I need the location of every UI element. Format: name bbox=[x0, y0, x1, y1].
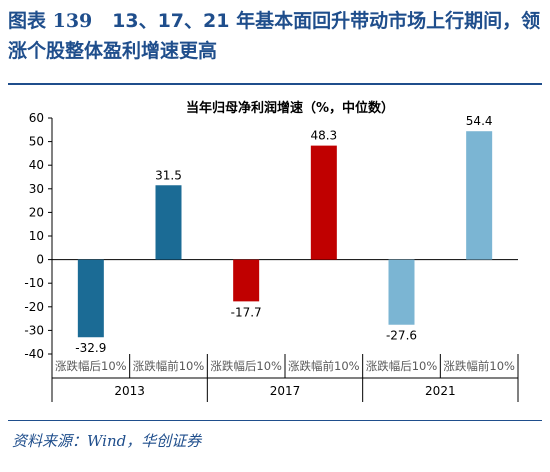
data-label: -32.9 bbox=[75, 341, 106, 355]
data-label: 31.5 bbox=[155, 168, 182, 182]
source-note: 资料来源：Wind，华创证券 bbox=[12, 432, 202, 450]
data-label: 54.4 bbox=[466, 114, 493, 128]
bar bbox=[310, 145, 337, 260]
y-tick-label: 60 bbox=[29, 111, 44, 125]
bottom-rule bbox=[8, 420, 542, 421]
y-tick-label: 20 bbox=[29, 205, 44, 219]
category-label: 涨跌幅后10% bbox=[55, 359, 127, 373]
bar bbox=[155, 185, 182, 260]
group-label: 2021 bbox=[425, 384, 456, 398]
bar bbox=[388, 259, 415, 325]
y-tick-label: -30 bbox=[24, 323, 44, 337]
bar bbox=[77, 259, 104, 338]
figure-title: 图表 139 13、17、21 年基本面回升带动市场上行期间，领涨个股整体盈利增… bbox=[8, 6, 544, 66]
figure-title-text: 13、17、21 年基本面回升带动市场上行期间，领涨个股整体盈利增速更高 bbox=[8, 10, 541, 62]
y-axis: -40 -30 -20 -10 0 10 20 30 40 50 60 bbox=[24, 111, 518, 361]
category-label: 涨跌幅前10% bbox=[288, 359, 360, 373]
group-label: 2013 bbox=[114, 384, 145, 398]
bars: -32.9 31.5 -17.7 48.3 -27.6 54.4 bbox=[75, 114, 492, 355]
x-axis: 涨跌幅后10% 涨跌幅前10% 涨跌幅后10% 涨跌幅前10% 涨跌幅后10% 涨跌幅前1… bbox=[51, 354, 519, 402]
bar bbox=[466, 131, 493, 260]
y-tick-label: -10 bbox=[24, 276, 44, 290]
figure-label: 图表 139 bbox=[8, 10, 93, 32]
y-tick-label: 30 bbox=[29, 182, 44, 196]
y-tick-label: -40 bbox=[24, 347, 44, 361]
category-label: 涨跌幅后10% bbox=[366, 359, 438, 373]
chart-title: 当年归母净利润增速（%，中位数） bbox=[186, 100, 394, 116]
data-label: -17.7 bbox=[231, 305, 262, 319]
data-label: 48.3 bbox=[310, 129, 337, 143]
y-tick-label: -20 bbox=[24, 300, 44, 314]
category-label: 涨跌幅前10% bbox=[133, 359, 205, 373]
y-tick-label: 0 bbox=[36, 253, 44, 267]
bar-chart: 当年归母净利润增速（%，中位数） -40 -30 -20 -10 0 10 20 30 40 50… bbox=[24, 100, 519, 402]
category-label: 涨跌幅后10% bbox=[210, 359, 282, 373]
group-label: 2017 bbox=[270, 384, 301, 398]
y-tick-label: 40 bbox=[29, 158, 44, 172]
top-rule bbox=[8, 83, 542, 85]
data-label: -27.6 bbox=[386, 329, 417, 343]
bar bbox=[233, 259, 260, 302]
y-tick-label: 50 bbox=[29, 135, 44, 149]
y-tick-label: 10 bbox=[29, 229, 44, 243]
category-label: 涨跌幅前10% bbox=[443, 359, 515, 373]
